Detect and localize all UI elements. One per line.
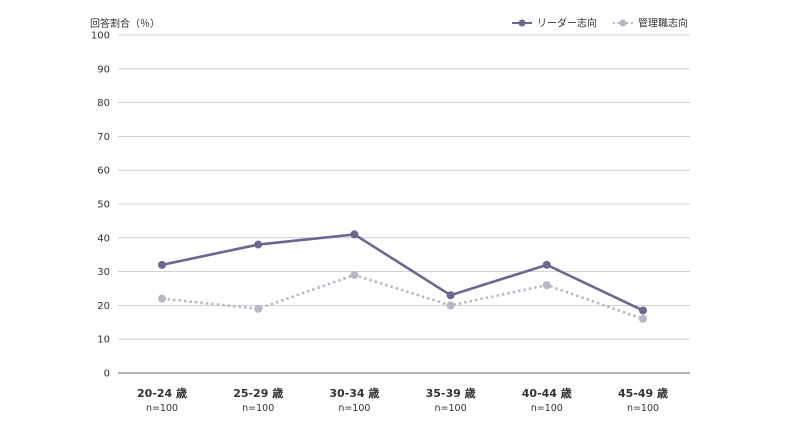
y-tick-label: 70: [97, 132, 110, 143]
y-tick-label: 0: [104, 369, 110, 380]
x-tick-sublabel: n=100: [531, 403, 563, 414]
y-tick-label: 30: [97, 267, 110, 278]
data-point: [639, 314, 647, 323]
x-tick-sublabel: n=100: [242, 403, 274, 414]
y-tick-label: 90: [97, 64, 110, 75]
x-tick-sublabel: n=100: [627, 403, 659, 414]
series-line: [161, 233, 644, 312]
y-tick-label: 40: [97, 233, 110, 244]
x-tick-sublabel: n=100: [146, 403, 178, 414]
data-point: [158, 260, 166, 269]
legend-label: 管理職志向: [638, 17, 688, 30]
data-point: [158, 294, 166, 303]
legend-marker: [518, 19, 526, 27]
x-tick-label: 25-29 歳: [233, 386, 283, 400]
x-tick-label: 35-39 歳: [426, 386, 476, 400]
y-tick-label: 20: [97, 301, 110, 312]
legend-marker: [619, 19, 627, 27]
x-tick-label: 40-44 歳: [522, 386, 572, 400]
data-point: [350, 270, 359, 279]
legend-label: リーダー志向: [537, 17, 597, 30]
x-axis-ticks: 20-24 歳 n=100 25-29 歳 n=100 30-34 歳 n=100 35-3…: [137, 386, 668, 414]
gridlines: [118, 34, 690, 374]
data-point: [639, 306, 647, 315]
y-tick-label: 10: [97, 335, 110, 346]
data-point: [446, 301, 455, 310]
data-point: [254, 304, 263, 313]
y-tick-label: 50: [97, 200, 110, 211]
y-tick-label: 100: [91, 31, 110, 42]
y-axis-title: 回答割合（％）: [90, 17, 160, 30]
x-tick-label: 45-49 歳: [618, 386, 668, 400]
data-point: [350, 230, 359, 239]
data-point: [446, 291, 455, 300]
data-point: [542, 281, 551, 290]
x-tick-label: 30-34 歳: [329, 386, 379, 400]
y-axis-ticks: 0 10 20 30 40 50 60 70 80 90 100: [91, 31, 110, 380]
data-point: [542, 260, 551, 269]
y-tick-label: 60: [97, 166, 110, 177]
y-tick-label: 80: [97, 98, 110, 109]
legend: リーダー志向 管理職志向: [512, 17, 688, 30]
x-tick-label: 20-24 歳: [137, 386, 187, 400]
x-tick-sublabel: n=100: [338, 403, 370, 414]
x-tick-sublabel: n=100: [435, 403, 467, 414]
data-point: [254, 240, 263, 249]
series-lines: [158, 230, 647, 323]
series-line: [161, 273, 644, 321]
